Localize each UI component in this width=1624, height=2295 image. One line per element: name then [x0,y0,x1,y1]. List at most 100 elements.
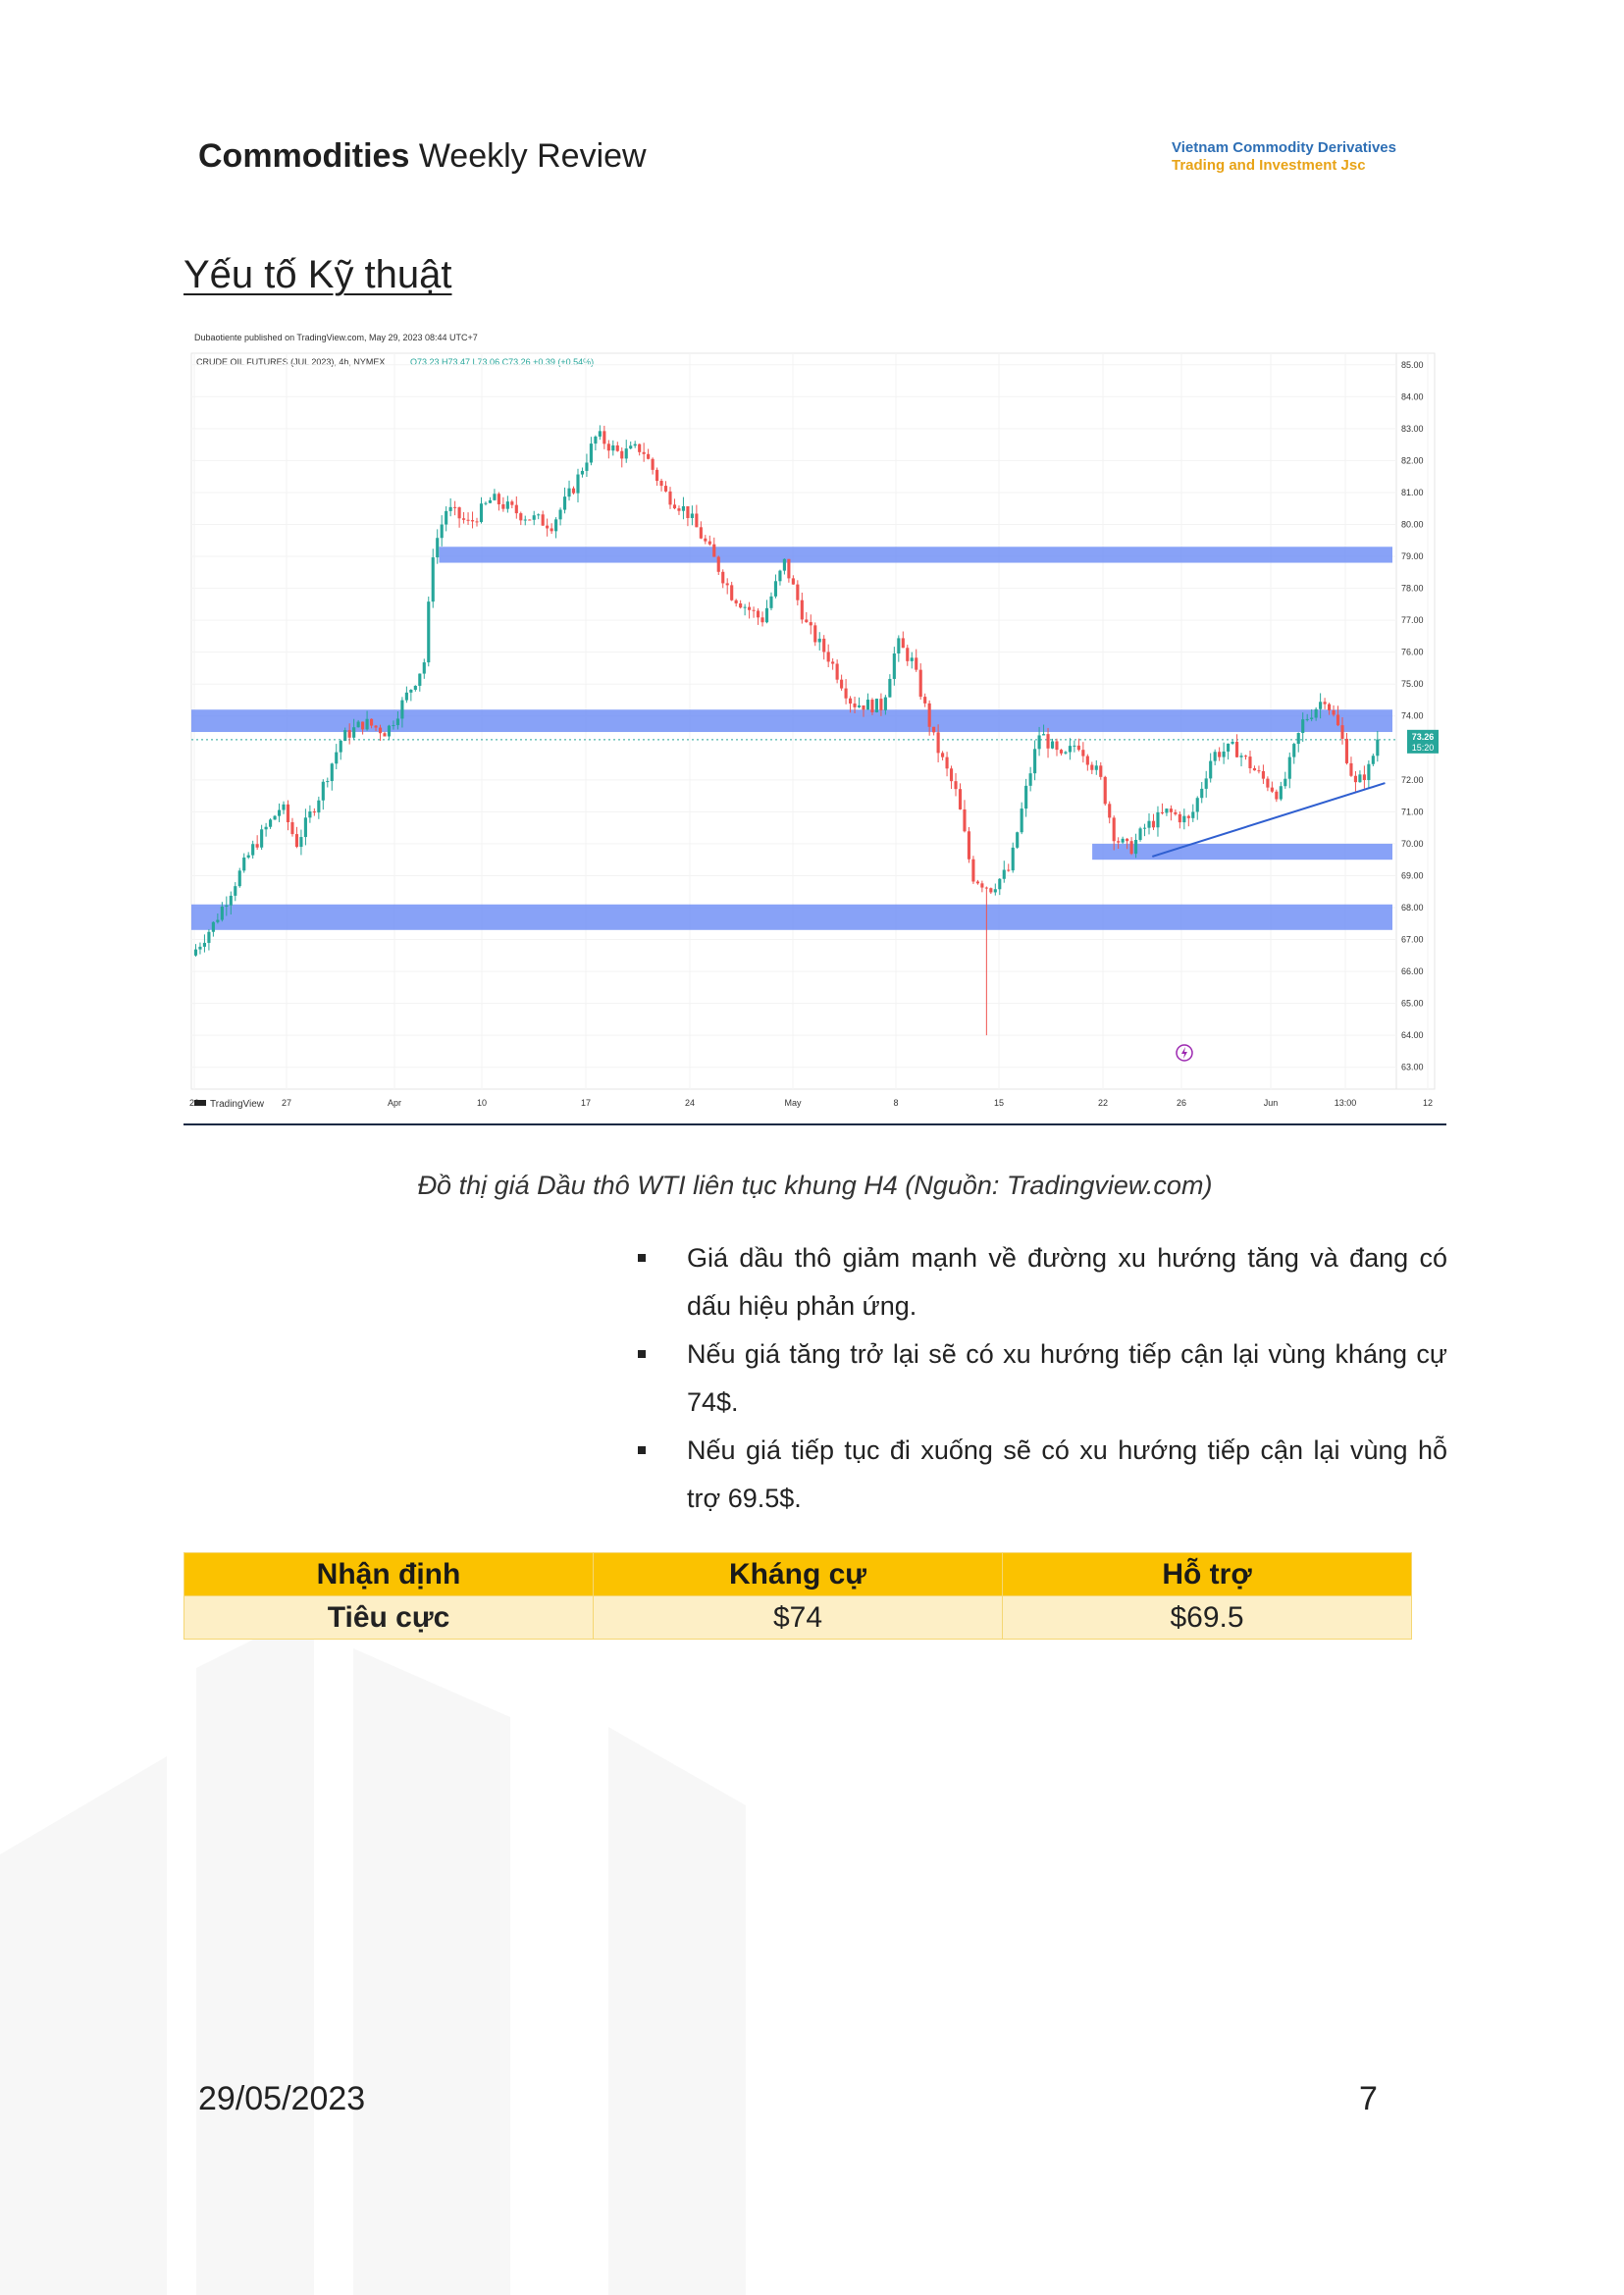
candle-body [532,515,536,520]
candle-body [505,501,509,509]
candle-body [638,443,642,452]
candle-body [1117,841,1121,843]
candle-body [927,703,931,727]
tradingview-watermark: TradingView [194,1099,265,1110]
y-tick-label: 64.00 [1401,1030,1424,1040]
candle-body [598,431,602,437]
candle-body [207,931,211,943]
candle-body [286,804,290,822]
candle-body [800,600,804,620]
candle-body [462,518,466,520]
candle-body [484,502,488,504]
candle-body [567,488,571,497]
candle-body [294,834,299,848]
footer-page-number: 7 [1359,2080,1378,2117]
candle-body [445,510,448,525]
candle-body [1002,869,1006,879]
candle-body [936,732,940,754]
y-tick-label: 84.00 [1401,391,1424,401]
candle-body [923,697,927,704]
tradingview-label: TradingView [210,1099,265,1110]
uptrend-line [1151,782,1386,858]
candle-body [225,905,229,907]
candle-body [647,453,651,459]
candle-body [606,443,610,451]
candle-body [1085,756,1089,765]
candle-body [954,781,958,790]
support-resistance-zone [439,547,1393,563]
x-tick-label: 8 [893,1098,898,1108]
candle-body [1234,742,1239,757]
candle-body [1239,756,1243,757]
candle-body [1257,770,1261,772]
candle-body [193,949,198,956]
candle-body [202,942,206,947]
candle-body [1055,741,1059,751]
x-tick-label: 13:00 [1335,1098,1357,1108]
candle-body [704,538,707,542]
candle-body [963,808,967,832]
candle-body [383,733,387,737]
candle-body [1292,744,1296,757]
candle-body [1160,811,1165,813]
support-resistance-zone [191,709,1392,733]
candle-body [1332,709,1336,715]
candle-body [1108,804,1112,818]
candle-body [1134,839,1138,855]
candle-body [730,585,734,600]
support-resistance-zone [191,904,1392,930]
candle-body [809,622,812,626]
candle-body [1376,739,1380,756]
candle-body [1200,788,1204,799]
candle-body [883,697,887,710]
report-title: Commodities Weekly Review [198,137,647,176]
candle-body [642,451,646,454]
candle-body [453,506,457,508]
candle-body [615,444,619,451]
candle-body [211,921,215,932]
candle-body [862,705,865,710]
chart-svg: Dubaotiente published on TradingView.com… [186,324,1440,1115]
candle-body [580,470,585,475]
candle-body [255,844,259,848]
background-watermark [0,1609,746,2295]
table-row: Tiêu cực $74 $69.5 [183,1595,1412,1640]
y-tick-label: 80.00 [1401,519,1424,529]
candle-body [967,831,971,860]
candle-body [1151,820,1156,828]
candle-body [752,609,756,611]
candle-body [971,859,975,882]
y-tick-label: 76.00 [1401,648,1424,657]
candle-body [782,558,786,571]
candle-body [1081,750,1085,756]
candle-body [941,753,945,757]
candle-body [1358,774,1362,783]
candle-body [831,661,835,664]
candle-body [1041,734,1046,736]
candle-body [277,809,282,816]
candle-body [1064,752,1068,754]
candle-body [958,789,963,809]
chart-published-label: Dubaotiente published on TradingView.com… [194,333,478,342]
candle-body [1112,817,1116,842]
candle-body [1261,770,1265,779]
candle-body [395,718,399,726]
candle-body [840,679,844,689]
candle-body [1020,808,1023,833]
y-tick-label: 82.00 [1401,455,1424,465]
candle-body [686,505,690,518]
candle-body [1275,791,1279,800]
candle-body [594,436,598,444]
y-tick-label: 68.00 [1401,903,1424,913]
candle-body [514,504,518,514]
chart-ohlc-label: O73.23 H73.47 L73.06 C73.26 +0.39 (+0.54… [410,357,594,367]
candle-body [537,514,541,516]
candle-body [1073,745,1076,747]
bullet-item: Nếu giá tiếp tục đi xuống sẽ có xu hướng… [638,1427,1447,1523]
candle-body [699,527,703,539]
candle-body [1279,786,1283,800]
candle-body [361,721,365,730]
candle-body [716,556,720,572]
candle-body [1165,808,1169,813]
candle-body [264,826,268,830]
